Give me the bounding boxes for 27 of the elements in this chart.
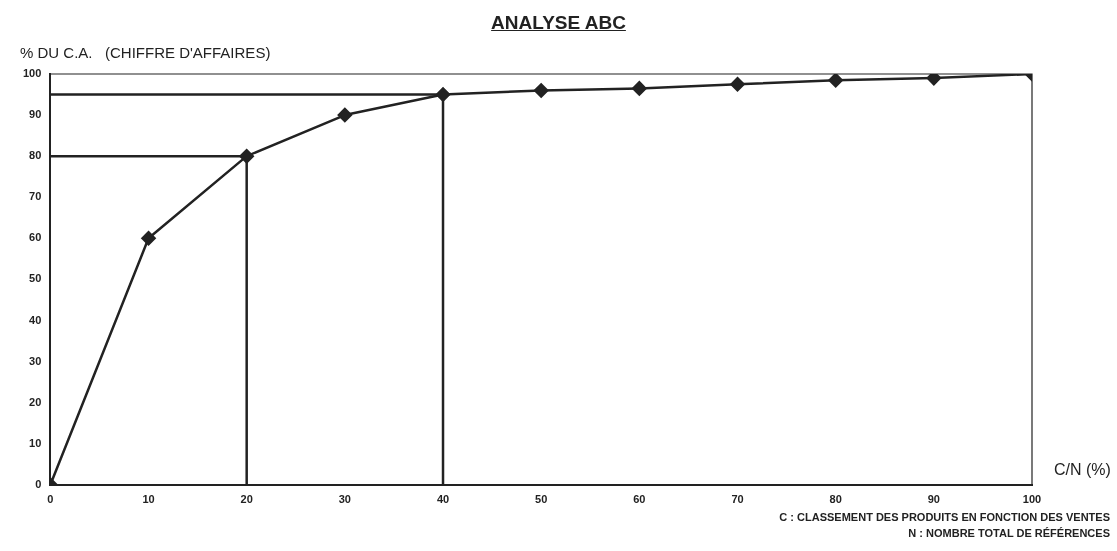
x-tick-label: 40	[436, 493, 450, 506]
x-tick-label: 0	[47, 493, 54, 506]
x-tick-label: 90	[927, 493, 940, 506]
x-axis-title: C/N (%)	[1054, 461, 1111, 479]
x-tick-label: 70	[731, 493, 744, 506]
y-tick-label: 100	[22, 67, 42, 80]
y-tick-label: 10	[29, 436, 42, 449]
x-tick-label: 100	[1022, 493, 1042, 506]
x-tick-label: 30	[338, 493, 351, 506]
x-tick-label: 20	[240, 493, 253, 506]
y-tick-label: 70	[29, 190, 42, 203]
y-tick-label: 30	[29, 354, 42, 367]
y-tick-label: 80	[29, 149, 42, 162]
y-axis-title: % DU C.A. (CHIFFRE D'AFFAIRES)	[20, 44, 271, 62]
y-tick-label: 40	[29, 313, 42, 326]
x-tick-label: 50	[535, 493, 548, 506]
chart-title: ANALYSE ABC	[490, 11, 627, 35]
text: C : CLASSEMENT DES PRODUITS EN FONCTION DES VENTES	[779, 511, 1110, 524]
y-tick-label: 20	[29, 395, 42, 408]
x-tick-label: 60	[633, 493, 646, 506]
text: N : NOMBRE TOTAL DE RÉFÉRENCES	[908, 527, 1110, 540]
y-tick-label: 50	[29, 272, 42, 285]
y-tick-label: 0	[35, 477, 42, 490]
y-tick-label: 60	[29, 231, 42, 244]
x-tick-label: 10	[142, 493, 155, 506]
x-tick-label: 80	[829, 493, 842, 506]
y-tick-label: 90	[29, 108, 42, 121]
